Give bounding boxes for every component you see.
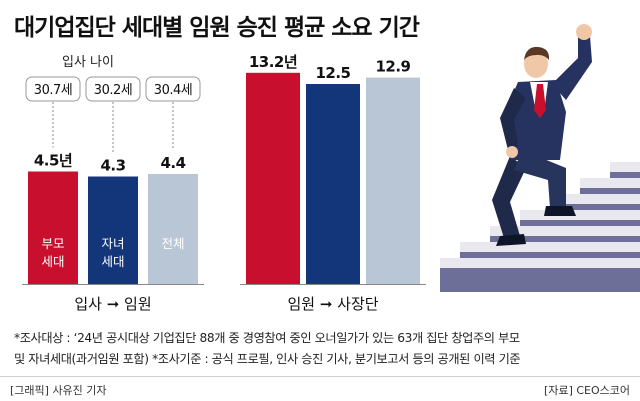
value-label-1-0: 13.2년 (249, 53, 297, 71)
bar-0-1 (88, 176, 138, 284)
stair-riser-4 (550, 204, 640, 210)
entry-age-box-1 (85, 76, 141, 102)
bar-1-1 (306, 84, 360, 284)
bar-1-2 (366, 77, 420, 284)
hair (524, 46, 550, 60)
stair-tread-5 (580, 178, 640, 188)
x-axis-arrow-0: ➞ (107, 295, 120, 313)
head (524, 50, 548, 78)
graphic-credit: [그래픽] 사유진 기자 (10, 384, 107, 397)
x-axis-from-1: 임원 (287, 295, 319, 313)
stair-tread-1 (460, 242, 640, 252)
x-axis-to-1: 사장단 (332, 295, 378, 313)
bar-1-0 (246, 72, 300, 284)
back-leg (492, 156, 526, 238)
category-label-0-2: 전체 (161, 236, 184, 251)
x-axis-arrow-1: ➞ (320, 295, 333, 313)
stair-base (440, 274, 640, 292)
x-axis-from-0: 입사 (74, 295, 106, 313)
back-shoe (496, 234, 526, 246)
stair-tread-4 (550, 194, 640, 204)
front-leg (514, 150, 566, 208)
chart-title: 대기업집단 세대별 임원 승진 평균 소요 기간 (14, 15, 420, 41)
stair-riser-2 (490, 236, 640, 242)
footer: [그래픽] 사유진 기자 [자료] CEO스코어 (0, 376, 640, 401)
entry-age-box-2 (145, 76, 201, 102)
stair-tread-3 (520, 210, 640, 220)
stair-tread-0 (440, 258, 640, 268)
footnote-line-1: *조사대상 : ‘24년 공시대상 기업집단 88개 중 경영참여 중인 오너일… (14, 331, 520, 345)
value-label-0-2: 4.4 (160, 154, 185, 172)
value-label-1-2: 12.9 (375, 58, 410, 76)
footnote: *조사대상 : ‘24년 공시대상 기업집단 88개 중 경영참여 중인 오너일… (14, 328, 634, 370)
stair-riser-0 (440, 268, 640, 274)
footnote-line-2: 및 자녀세대(과거임원 포함) *조사기준 : 공식 프로필, 인사 승진 기사… (14, 352, 521, 366)
stair-riser-6 (610, 172, 640, 178)
lower-hand (506, 146, 518, 158)
x-axis-to-0: 임원 (119, 295, 151, 313)
tie (534, 84, 546, 118)
raised-arm (552, 36, 592, 100)
stair-riser-3 (520, 220, 640, 226)
data-source: [자료] CEO스코어 (544, 384, 630, 397)
chart-executive-to-ceo: 13.2년 12.5 12.9 임원 ➞ 사장단 (240, 53, 426, 313)
entry-age-1: 30.2세 (94, 83, 132, 98)
entry-age-0: 30.7세 (34, 83, 72, 98)
bar-0-2 (148, 174, 198, 284)
stair-tread-6 (610, 162, 640, 172)
bar-0-0 (28, 171, 78, 284)
category-label-0-1: 자녀 세대 (101, 236, 124, 269)
entry-age-header: 입사 나이 (62, 55, 114, 70)
stair-riser-1 (460, 252, 640, 258)
x-axis-label-0: 입사 ➞ 임원 (74, 295, 151, 313)
lower-arm (500, 88, 526, 150)
front-shoe (544, 206, 576, 216)
stairs (440, 162, 640, 292)
raised-fist (576, 24, 592, 40)
entry-age-2: 30.4세 (154, 83, 192, 98)
value-label-0-0: 4.5년 (34, 152, 72, 170)
stair-riser-5 (580, 188, 640, 194)
businessman-illustration (492, 24, 592, 246)
entry-age-box-0 (25, 76, 81, 102)
stair-tread-2 (490, 226, 640, 236)
category-label-0-0: 부모 세대 (41, 236, 64, 269)
x-axis-label-1: 임원 ➞ 사장단 (287, 295, 378, 313)
value-label-0-1: 4.3 (100, 157, 125, 175)
value-label-1-1: 12.5 (315, 64, 350, 82)
